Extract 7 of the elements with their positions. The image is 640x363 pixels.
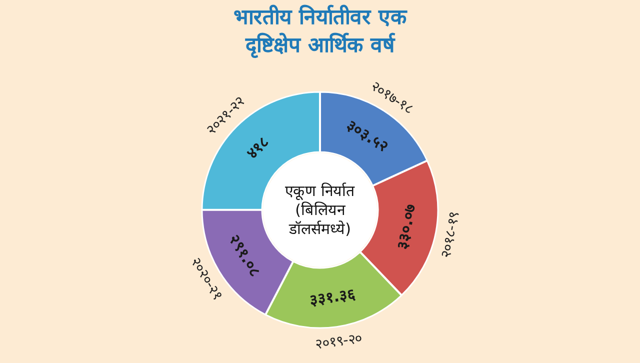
data-label: ३३१.३६ xyxy=(308,284,356,310)
slice-label: २०१८-१९ xyxy=(438,210,463,260)
slice-label: २०१९-२० xyxy=(314,330,364,353)
text: एकूण निर्यात (बिलियन डॉलर्समध्ये) xyxy=(285,182,355,238)
data-label: ४१८ xyxy=(242,132,273,163)
chart-title: भारतीय निर्यातीवर एक दृष्टिक्षेप आर्थिक वर्ष xyxy=(234,4,408,59)
data-label: ३३०.०७ xyxy=(393,202,420,251)
